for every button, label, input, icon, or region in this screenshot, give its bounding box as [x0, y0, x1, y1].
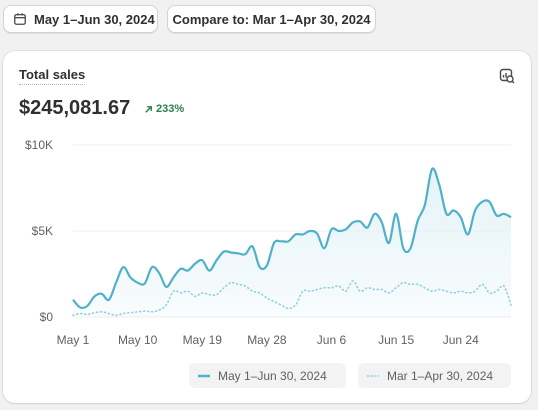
total-sales-value: $245,081.67 [19, 97, 131, 119]
x-tick-label: May 10 [118, 333, 158, 347]
legend-dotted-line-icon [367, 374, 379, 377]
y-tick-label: $0 [40, 310, 54, 324]
total-sales-card: Total sales $245,081.67 233% $0 $5K $10K M… [3, 51, 531, 403]
x-tick-label: May 19 [183, 333, 223, 347]
compare-label: Compare to: Mar 1–Apr 30, 2024 [172, 11, 371, 27]
y-tick-label: $10K [25, 138, 53, 152]
compare-series-line [72, 280, 512, 317]
legend-item-compare[interactable]: Mar 1–Apr 30, 2024 [358, 363, 511, 388]
arrow-up-right-icon [145, 105, 152, 113]
x-tick-label: May 1 [57, 333, 90, 347]
date-range-button[interactable]: May 1–Jun 30, 2024 [3, 5, 158, 33]
date-range-label: May 1–Jun 30, 2024 [34, 11, 155, 27]
x-tick-label: Jun 15 [378, 333, 414, 347]
x-tick-label: Jun 24 [443, 333, 479, 347]
compare-to-button[interactable]: Compare to: Mar 1–Apr 30, 2024 [167, 5, 376, 33]
legend-label-current: May 1–Jun 30, 2024 [218, 368, 327, 383]
sales-line-chart: $0 $5K $10K May 1 May 10 May 19 May 28 Jun 6 Ju… [25, 138, 512, 347]
legend-label-compare: Mar 1–Apr 30, 2024 [387, 368, 494, 383]
chart-search-icon[interactable] [499, 68, 515, 84]
metric-title[interactable]: Total sales [19, 67, 86, 85]
legend-solid-line-icon [198, 374, 210, 377]
current-series-line [72, 167, 512, 310]
change-badge: 233% [144, 103, 184, 115]
calendar-icon [14, 13, 26, 25]
y-tick-label: $5K [32, 224, 53, 238]
change-percent: 233% [156, 103, 185, 115]
legend-item-current[interactable]: May 1–Jun 30, 2024 [189, 363, 346, 388]
x-tick-label: May 28 [247, 333, 287, 347]
x-tick-label: Jun 6 [317, 333, 347, 347]
current-series-area [73, 168, 511, 317]
